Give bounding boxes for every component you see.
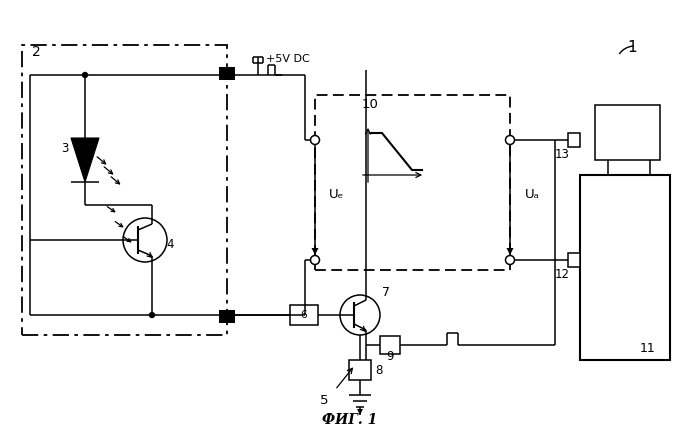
Text: 9: 9 (386, 350, 393, 364)
Text: 5: 5 (320, 393, 328, 406)
Bar (568, 253, 580, 267)
Text: 4: 4 (167, 239, 174, 252)
Text: 11: 11 (640, 341, 656, 354)
Circle shape (150, 312, 155, 318)
Bar (580, 175, 670, 360)
Bar (349, 360, 371, 380)
Bar (595, 105, 660, 160)
Circle shape (505, 135, 514, 145)
Text: 1: 1 (627, 41, 637, 55)
Bar (219, 310, 235, 323)
Bar (380, 336, 400, 354)
Text: 12: 12 (554, 268, 570, 281)
Circle shape (340, 295, 380, 335)
Polygon shape (357, 409, 363, 415)
Text: Uₑ: Uₑ (330, 188, 344, 201)
Circle shape (505, 256, 514, 264)
Polygon shape (312, 248, 318, 255)
Text: 2: 2 (32, 45, 41, 59)
Bar (568, 133, 580, 147)
Text: 13: 13 (554, 149, 569, 162)
Circle shape (311, 135, 319, 145)
Polygon shape (71, 138, 99, 182)
Text: 8: 8 (375, 364, 383, 377)
Text: Uₐ: Uₐ (524, 188, 540, 201)
Text: ФИГ. 1: ФИГ. 1 (323, 413, 377, 427)
Text: +5V DC: +5V DC (266, 54, 310, 64)
Text: 3: 3 (62, 142, 69, 155)
Bar (315, 95, 510, 270)
Polygon shape (507, 248, 514, 255)
Text: 6: 6 (301, 310, 307, 320)
Bar (22, 45, 227, 335)
Bar (290, 305, 318, 325)
Circle shape (311, 256, 319, 264)
Text: 10: 10 (362, 98, 379, 111)
Text: 7: 7 (382, 287, 390, 299)
Circle shape (83, 73, 88, 77)
Bar (219, 67, 235, 80)
Circle shape (123, 218, 167, 262)
